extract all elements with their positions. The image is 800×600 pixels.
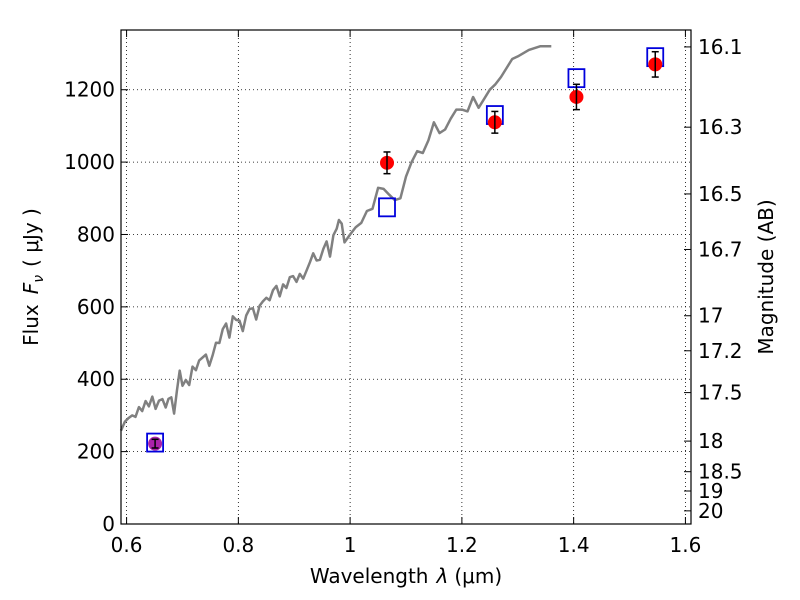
y2-tick-label: 16.5: [698, 182, 743, 206]
y2-tick-label: 16.1: [698, 35, 743, 59]
y-axis-ticks: 0 200 400 600 800 1000 1200: [64, 78, 128, 536]
x-axis-label: Wavelength λ (μm): [310, 564, 502, 588]
model-spectrum: [119, 45, 552, 432]
y2-tick-label: 20: [698, 499, 723, 523]
grid: [121, 30, 691, 525]
y-tick-label: 0: [102, 512, 115, 536]
y-tick-label: 1000: [64, 150, 115, 174]
y-axis-label: FluxFν( μJy ): [19, 208, 47, 346]
spectrum-line: [119, 45, 552, 432]
y2-tick-label: 17.5: [698, 381, 743, 405]
plot-frame: [120, 29, 692, 525]
y2-tick-label: 17: [698, 304, 723, 328]
x-tick-label: 1.4: [558, 533, 590, 557]
x-tick-label: 0.8: [222, 533, 254, 557]
y-tick-label: 600: [77, 295, 115, 319]
model-photometry-point: [146, 432, 164, 453]
model-photometry-markers: [146, 47, 665, 453]
x-tick-label: 1.2: [446, 533, 478, 557]
y2-tick-label: 16.3: [698, 115, 743, 139]
y2-tick-label: 19: [698, 479, 723, 503]
y-tick-label: 800: [77, 222, 115, 246]
y2-tick-label: 18.5: [698, 460, 743, 484]
y2-tick-label: 17.2: [698, 339, 743, 363]
x-axis-ticks: 0.6 0.8 1 1.2 1.4 1.6: [111, 30, 702, 557]
x-tick-label: 1: [344, 533, 357, 557]
x-tick-label: 1.6: [670, 533, 702, 557]
x-tick-label: 0.6: [111, 533, 143, 557]
y-tick-label: 400: [77, 367, 115, 391]
observed-photometry-markers: [148, 50, 663, 451]
model-photometry-point: [378, 197, 396, 218]
y2-axis-label: Magnitude (AB): [754, 199, 778, 354]
y-tick-label: 200: [77, 440, 115, 464]
y-tick-label: 1200: [64, 78, 115, 102]
y2-tick-label: 18: [698, 429, 723, 453]
y2-tick-label: 16.7: [698, 237, 743, 261]
